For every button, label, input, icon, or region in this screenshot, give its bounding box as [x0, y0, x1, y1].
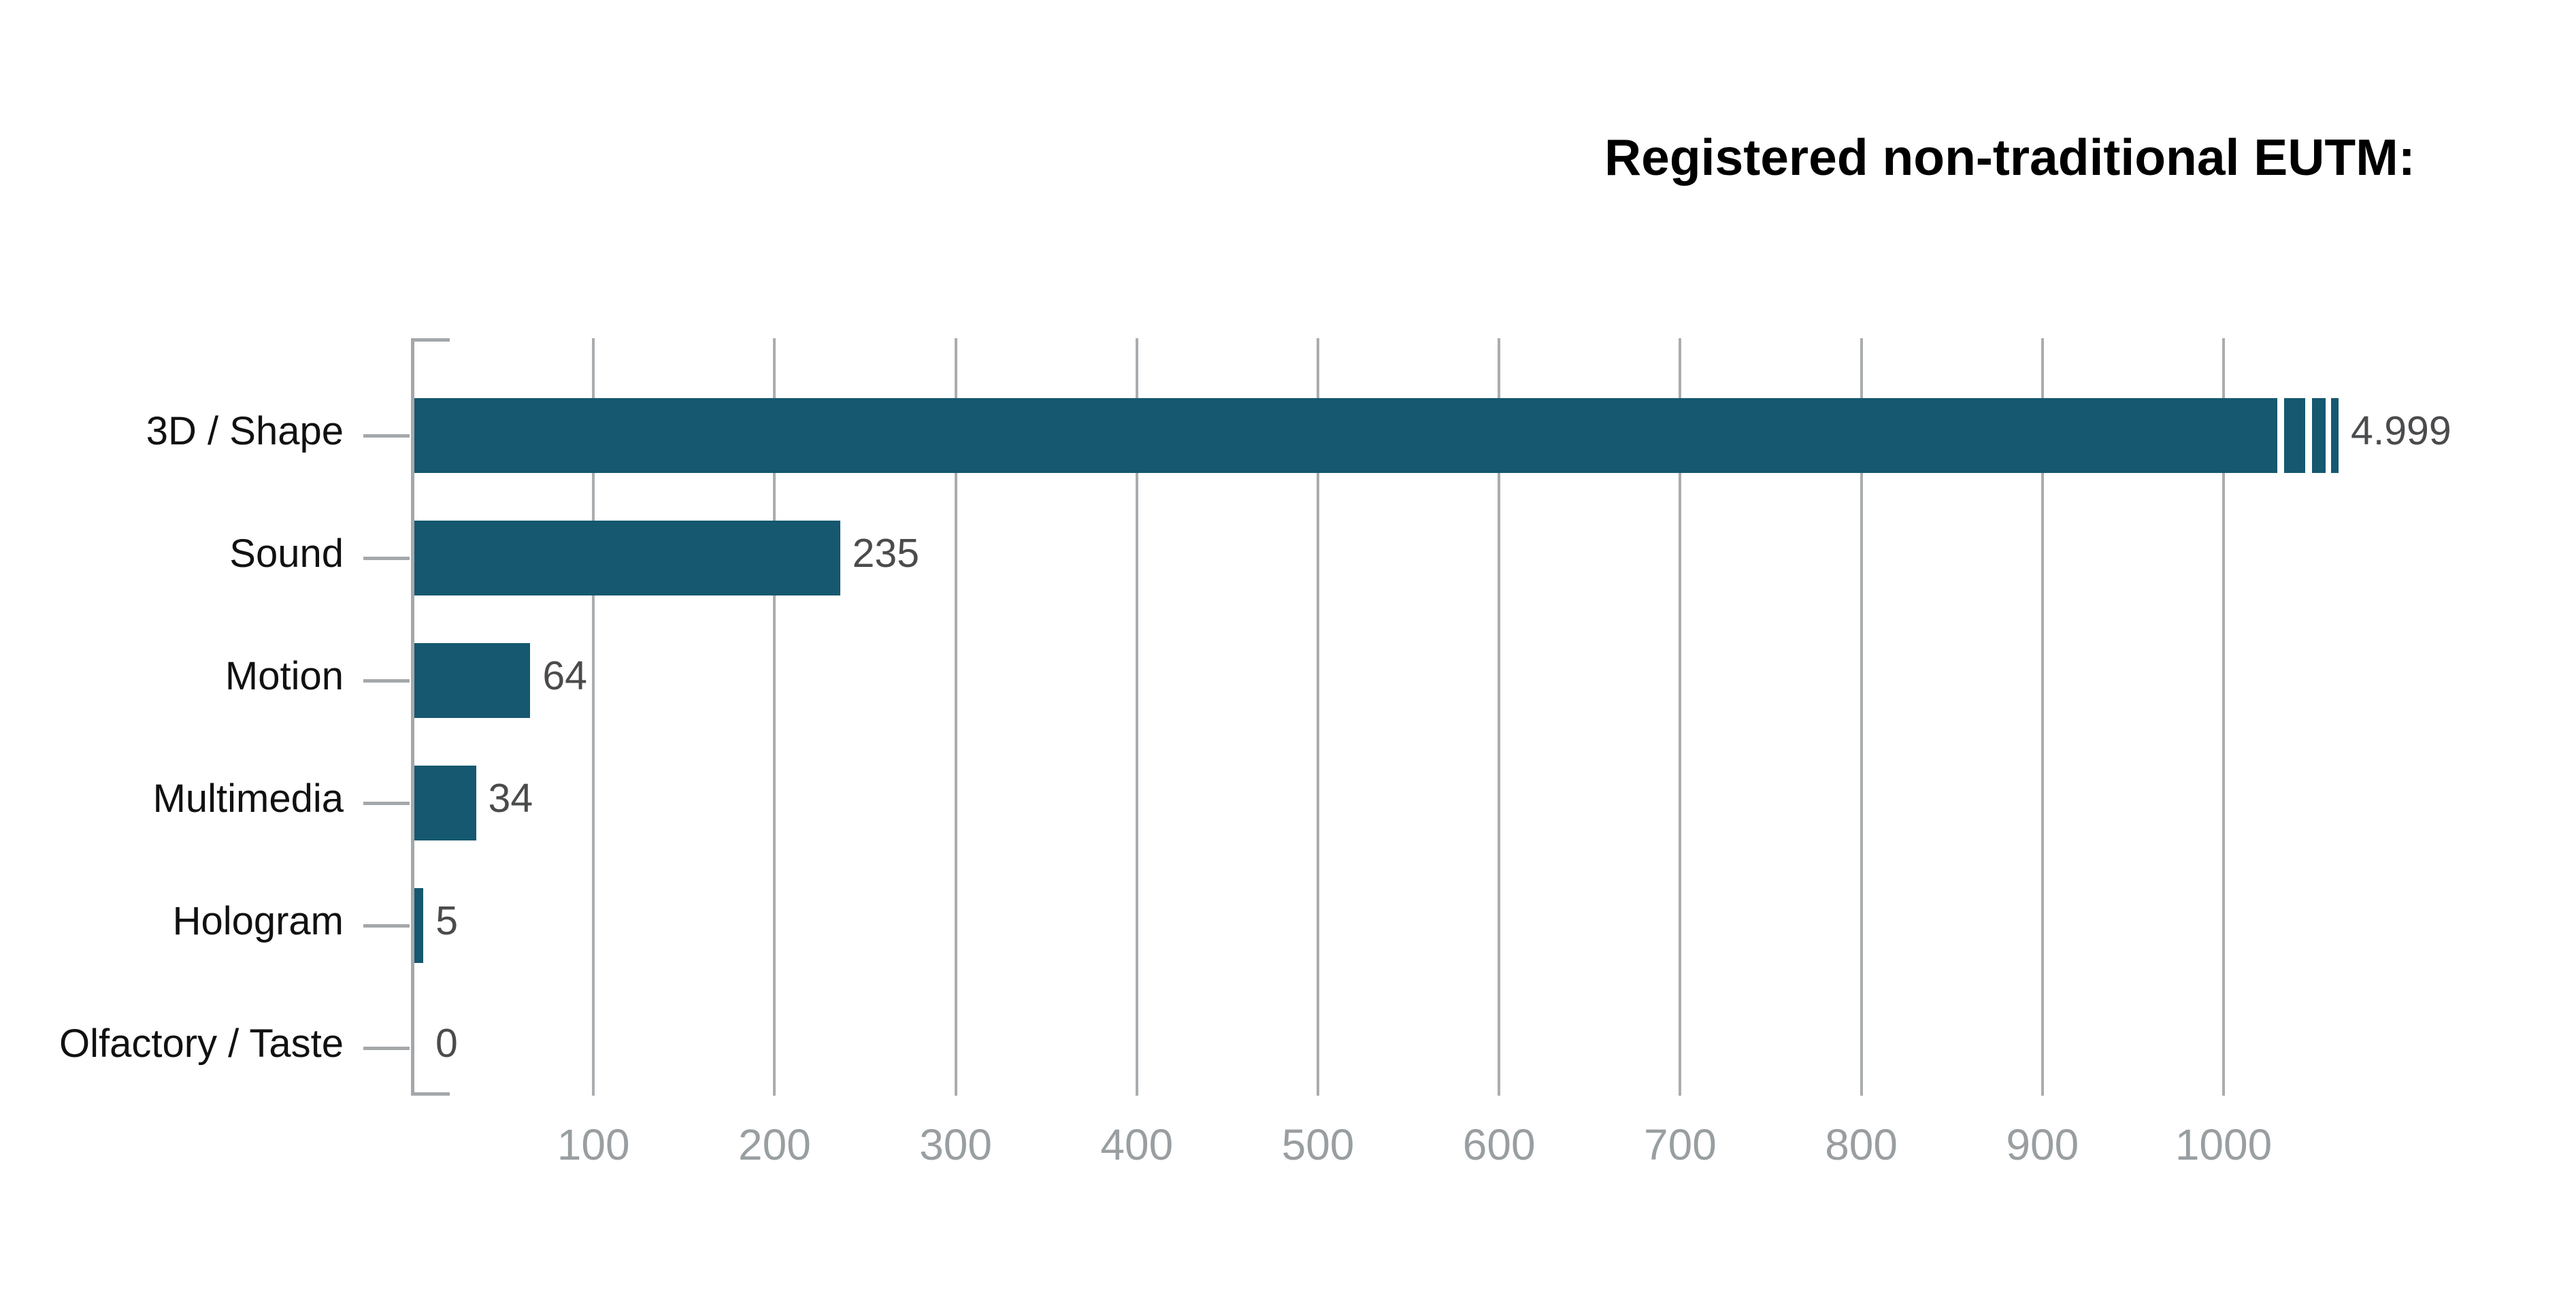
- x-axis-tick-label: 700: [1644, 1120, 1717, 1169]
- gridline: [1135, 338, 1138, 1096]
- x-axis-tick-label: 600: [1462, 1120, 1536, 1169]
- value-label: 34: [488, 776, 533, 821]
- value-label: 64: [542, 653, 587, 698]
- y-axis-bottom-cap: [412, 1092, 450, 1096]
- value-label: 5: [435, 898, 459, 943]
- bar-5: [414, 888, 424, 963]
- gridline: [1317, 338, 1319, 1096]
- category-tick: [363, 1047, 410, 1050]
- category-label: Hologram: [172, 899, 344, 943]
- x-axis-tick-label: 400: [1100, 1120, 1174, 1169]
- bar-3: [414, 643, 531, 718]
- value-label: 235: [852, 531, 920, 576]
- category-tick: [363, 924, 410, 928]
- x-axis-tick-label: 1000: [2175, 1120, 2273, 1169]
- gridline: [592, 338, 595, 1096]
- category-label: Sound: [229, 532, 344, 576]
- bar-truncation-slice: [2331, 398, 2339, 473]
- x-axis-tick-label: 800: [1825, 1120, 1898, 1169]
- bar-2: [414, 521, 840, 595]
- gridline: [1860, 338, 1863, 1096]
- value-label: 0: [435, 1021, 458, 1066]
- category-label: Motion: [225, 654, 344, 698]
- bar-4: [414, 766, 476, 840]
- category-tick: [363, 802, 410, 805]
- category-label: 3D / Shape: [146, 409, 344, 453]
- x-axis-tick-label: 300: [919, 1120, 992, 1169]
- category-tick: [363, 679, 410, 683]
- gridline: [2041, 338, 2044, 1096]
- x-axis-tick-label: 900: [2006, 1120, 2079, 1169]
- x-axis-tick-label: 200: [738, 1120, 811, 1169]
- y-axis-line: [411, 338, 414, 1096]
- bar-truncation-slice: [2312, 398, 2326, 473]
- bar-truncation-slice: [2284, 398, 2305, 473]
- x-axis-tick-label: 500: [1281, 1120, 1355, 1169]
- gridline: [1679, 338, 1682, 1096]
- gridline: [773, 338, 776, 1096]
- x-axis-tick-label: 100: [557, 1120, 630, 1169]
- chart-title: Registered non-traditional EUTM:: [1604, 129, 2415, 186]
- gridline: [954, 338, 957, 1096]
- category-tick: [363, 434, 410, 438]
- category-label: Olfactory / Taste: [59, 1021, 344, 1066]
- gridline: [2222, 338, 2225, 1096]
- y-axis-top-cap: [412, 338, 450, 342]
- category-tick: [363, 557, 410, 560]
- gridline: [1498, 338, 1501, 1096]
- value-label: 4.999: [2351, 408, 2451, 453]
- bar-1-truncated: [414, 398, 2277, 473]
- category-label: Multimedia: [152, 776, 344, 821]
